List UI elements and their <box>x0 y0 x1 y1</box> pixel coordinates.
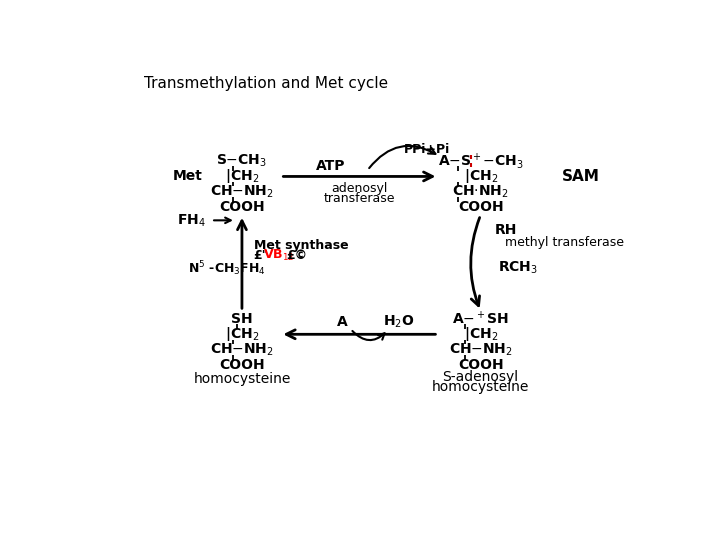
Text: £©: £© <box>287 249 307 262</box>
Text: PPi+Pi: PPi+Pi <box>404 143 450 156</box>
Text: |CH$_2$: |CH$_2$ <box>464 325 498 343</box>
Text: COOH: COOH <box>219 200 265 214</box>
Text: homocysteine: homocysteine <box>193 372 291 386</box>
Text: A: A <box>337 315 348 329</box>
Text: ATP: ATP <box>316 159 346 173</box>
Text: £": £" <box>253 249 269 262</box>
Text: Met synthase: Met synthase <box>253 239 348 252</box>
Text: |CH$_2$: |CH$_2$ <box>464 167 498 185</box>
Text: |CH$_2$: |CH$_2$ <box>225 167 259 185</box>
Text: CH$-$NH$_2$: CH$-$NH$_2$ <box>210 184 274 200</box>
Text: CH$-$NH$_2$: CH$-$NH$_2$ <box>449 341 513 358</box>
Text: COOH: COOH <box>458 200 503 214</box>
Text: methyl transferase: methyl transferase <box>505 236 624 249</box>
Text: Met: Met <box>173 170 202 184</box>
Text: A$-$$^+$SH: A$-$$^+$SH <box>452 310 509 328</box>
Text: H$_2$O: H$_2$O <box>382 314 414 330</box>
Text: CH$\cdot$NH$_2$: CH$\cdot$NH$_2$ <box>452 184 509 200</box>
Text: COOH: COOH <box>458 358 503 372</box>
Text: N$^5$ -CH$_3$FH$_4$: N$^5$ -CH$_3$FH$_4$ <box>188 260 266 278</box>
Text: Transmethylation and Met cycle: Transmethylation and Met cycle <box>144 76 388 91</box>
Text: S$-$CH$_3$: S$-$CH$_3$ <box>217 153 267 169</box>
Text: FH$_4$: FH$_4$ <box>177 212 206 228</box>
Text: S-adenosyl: S-adenosyl <box>443 370 518 383</box>
Text: |CH$_2$: |CH$_2$ <box>225 325 259 343</box>
Text: SH: SH <box>231 312 253 326</box>
Text: A$-$S$^+$$-$CH$_3$: A$-$S$^+$$-$CH$_3$ <box>438 151 523 171</box>
Text: SAM: SAM <box>562 169 599 184</box>
Text: transferase: transferase <box>324 192 395 205</box>
Text: RCH$_3$: RCH$_3$ <box>498 259 538 275</box>
Text: COOH: COOH <box>219 358 265 372</box>
Text: VB$_{12}$: VB$_{12}$ <box>263 248 294 264</box>
Text: adenosyl: adenosyl <box>332 183 388 195</box>
Text: RH: RH <box>495 224 517 238</box>
Text: homocysteine: homocysteine <box>432 380 529 394</box>
Text: CH$-$NH$_2$: CH$-$NH$_2$ <box>210 341 274 358</box>
